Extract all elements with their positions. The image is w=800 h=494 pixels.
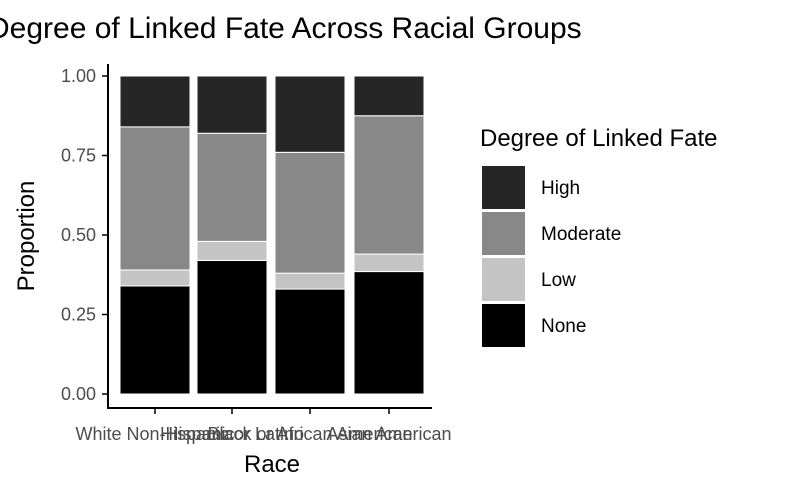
y-axis-title: Proportion xyxy=(13,181,40,292)
legend-label-high: High xyxy=(541,178,580,199)
plot-area xyxy=(119,75,425,395)
legend-key-moderate xyxy=(482,212,525,255)
bar-white-non-hispanic-low xyxy=(119,269,191,287)
bar-hispanic-or-latino-high xyxy=(196,75,268,134)
legend-title: Degree of Linked Fate xyxy=(480,125,717,152)
bar-black-or-african-american-low xyxy=(274,272,346,290)
bar-black-or-african-american-moderate xyxy=(274,151,346,274)
legend-key-low xyxy=(482,258,525,301)
y-tick-label: 0.50 xyxy=(61,225,96,245)
bar-asian-american-moderate xyxy=(353,115,425,255)
bar-asian-american-none xyxy=(353,271,425,395)
legend: Degree of Linked Fate High Moderate Low Non… xyxy=(480,125,717,347)
bar-black-or-african-american-high xyxy=(274,75,346,153)
x-tick-label-hispanic-or-latino: Hispanic or Latino xyxy=(160,424,304,444)
bar-white-non-hispanic-high xyxy=(119,75,191,128)
y-axis-ticks: 0.00 0.25 0.50 0.75 1.00 xyxy=(61,66,108,404)
bar-hispanic-or-latino-moderate xyxy=(196,132,268,242)
y-tick-label: 0.25 xyxy=(61,305,96,325)
legend-key-none xyxy=(482,304,525,347)
chart-title: Degree of Linked Fate Across Racial Grou… xyxy=(0,12,582,45)
legend-key-high xyxy=(482,166,525,209)
bar-hispanic-or-latino-none xyxy=(196,259,268,395)
bar-black-or-african-american-none xyxy=(274,288,346,395)
bar-asian-american-low xyxy=(353,253,425,273)
legend-label-low: Low xyxy=(541,270,576,291)
bar-asian-american-high xyxy=(353,75,425,117)
legend-label-none: None xyxy=(541,316,586,337)
x-tick-label-black-or-african-american: Black or African American xyxy=(207,424,412,444)
bar-white-non-hispanic-moderate xyxy=(119,126,191,271)
x-tick-label-white-non-hispanic: White Non-Hispanic xyxy=(75,424,234,444)
bar-white-non-hispanic-none xyxy=(119,285,191,395)
bar-hispanic-or-latino-low xyxy=(196,240,268,261)
x-tick-label-asian-american: Asian American xyxy=(326,424,451,444)
y-tick-label: 1.00 xyxy=(61,66,96,86)
y-tick-label: 0.75 xyxy=(61,146,96,166)
y-tick-label: 0.00 xyxy=(61,384,96,404)
legend-label-moderate: Moderate xyxy=(541,224,621,245)
x-axis-title: Race xyxy=(244,451,300,478)
